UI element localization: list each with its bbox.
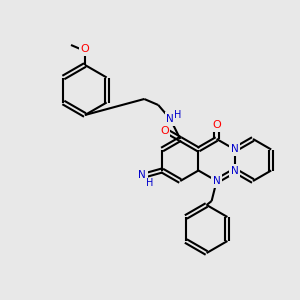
Text: O: O (81, 44, 89, 54)
Text: H: H (146, 178, 154, 188)
Text: N: N (231, 145, 239, 154)
Text: N: N (213, 176, 220, 186)
Text: O: O (160, 126, 169, 136)
Text: H: H (174, 110, 181, 120)
Text: N: N (231, 166, 239, 176)
Text: N: N (167, 114, 174, 124)
Text: O: O (212, 120, 221, 130)
Text: N: N (138, 170, 146, 181)
